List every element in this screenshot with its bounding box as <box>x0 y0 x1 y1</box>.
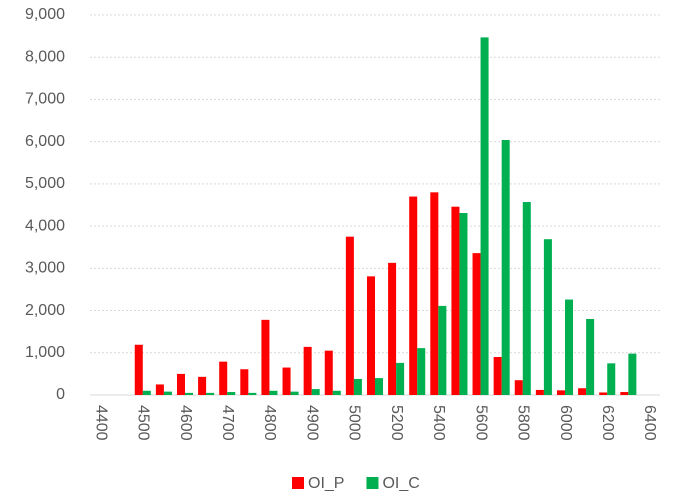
bar <box>628 353 637 395</box>
bar <box>543 239 552 395</box>
x-tick-label: 6400 <box>641 405 658 441</box>
bar <box>185 392 194 395</box>
x-tick-label: 6000 <box>557 405 574 441</box>
x-tick-label: 4800 <box>261 405 278 441</box>
bar <box>578 388 587 395</box>
bar <box>290 391 299 395</box>
bar <box>142 390 151 395</box>
y-tick-label: 8,000 <box>25 48 65 65</box>
y-tick-label: 0 <box>56 386 65 403</box>
bar <box>261 319 270 395</box>
bar <box>417 348 426 395</box>
bar <box>375 378 384 395</box>
bar <box>248 392 257 395</box>
bar <box>599 392 608 395</box>
bar <box>345 236 354 395</box>
bar <box>134 344 143 395</box>
x-tick-label: 5000 <box>346 405 363 441</box>
x-tick-label: 4700 <box>219 405 236 441</box>
legend: OI_P OI_C <box>292 475 420 492</box>
y-tick-label: 5,000 <box>25 175 65 192</box>
y-tick-label: 6,000 <box>25 133 65 150</box>
y-tick-label: 4,000 <box>25 217 65 234</box>
x-tick-label: 4600 <box>177 405 194 441</box>
bar <box>206 392 215 395</box>
x-tick-label: 5600 <box>472 405 489 441</box>
x-tick-label: 4400 <box>92 405 109 441</box>
x-tick-label: 6200 <box>599 405 616 441</box>
bar <box>366 276 375 395</box>
y-tick-label: 7,000 <box>25 91 65 108</box>
bar <box>514 380 523 395</box>
bar <box>480 37 489 395</box>
bar <box>388 262 397 395</box>
bar <box>472 253 481 395</box>
bar <box>332 390 341 395</box>
y-tick-label: 9,000 <box>25 6 65 23</box>
bar <box>438 305 447 395</box>
bar <box>163 391 172 395</box>
bar <box>240 369 249 395</box>
bar <box>282 367 291 395</box>
x-tick-label: 5200 <box>388 405 405 441</box>
bar <box>396 362 405 395</box>
y-tick-label: 2,000 <box>25 302 65 319</box>
bar <box>522 202 531 395</box>
bar <box>176 373 185 395</box>
bar <box>535 389 544 395</box>
y-tick-label: 1,000 <box>25 344 65 361</box>
bar <box>311 389 320 395</box>
bar <box>586 319 595 395</box>
bar <box>409 196 418 395</box>
bar <box>493 357 502 395</box>
x-tick-label: 4900 <box>303 405 320 441</box>
bar <box>219 361 228 395</box>
bar <box>227 392 236 395</box>
x-tick-label: 5800 <box>515 405 532 441</box>
x-tick-label: 5400 <box>430 405 447 441</box>
bar <box>620 392 629 395</box>
bar <box>430 192 439 395</box>
bar <box>565 299 574 395</box>
legend-swatch <box>366 477 379 489</box>
y-tick-label: 3,000 <box>25 260 65 277</box>
bar <box>501 139 510 395</box>
bar <box>556 390 565 395</box>
bar <box>353 378 362 395</box>
bar <box>607 363 616 395</box>
legend-swatch <box>292 477 304 489</box>
bar <box>269 390 278 395</box>
bar <box>459 213 468 395</box>
bar <box>198 376 207 395</box>
legend-label: OI_C <box>382 475 419 492</box>
bar <box>451 206 460 395</box>
x-tick-label: 4500 <box>135 405 152 441</box>
bar <box>324 350 333 395</box>
legend-label: OI_P <box>308 475 344 492</box>
bar <box>155 384 164 395</box>
bar <box>303 346 312 395</box>
